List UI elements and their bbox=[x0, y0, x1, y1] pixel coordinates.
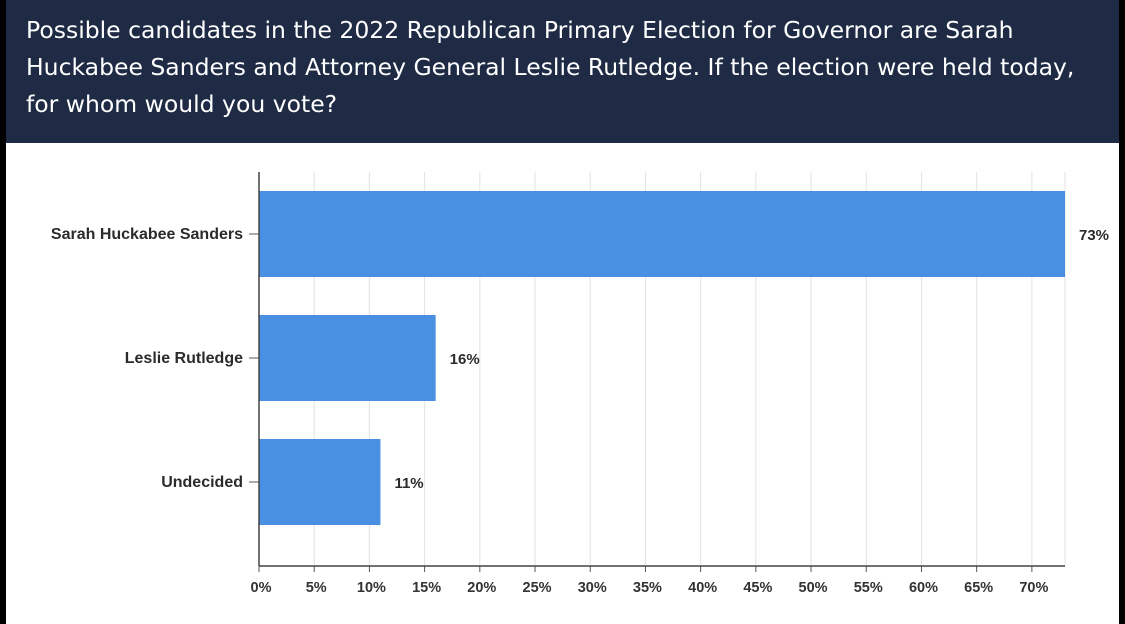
poll-card: Possible candidates in the 2022 Republic… bbox=[6, 0, 1119, 624]
category-label: Sarah Huckabee Sanders bbox=[51, 226, 243, 243]
x-tick-label: 40% bbox=[688, 580, 717, 596]
x-tick-label: 65% bbox=[964, 580, 993, 596]
x-tick-label: 50% bbox=[799, 580, 828, 596]
category-label: Undecided bbox=[161, 474, 243, 491]
bar-chart: 0% 5% 10% 15% 20% 25% 30% 35% 40% 45% 50% 55% 60% 65%… bbox=[51, 172, 1109, 596]
x-tick-label: 60% bbox=[909, 580, 938, 596]
axes bbox=[249, 172, 1065, 572]
bars bbox=[259, 191, 1065, 525]
x-tick-label: 10% bbox=[357, 580, 386, 596]
question-header: Possible candidates in the 2022 Republic… bbox=[6, 0, 1119, 143]
value-label: 73% bbox=[1079, 227, 1109, 244]
x-tick-label: 5% bbox=[306, 580, 327, 596]
x-tick-label: 35% bbox=[633, 580, 662, 596]
bar bbox=[259, 439, 381, 525]
question-text: Possible candidates in the 2022 Republic… bbox=[26, 16, 1075, 118]
bar bbox=[259, 191, 1065, 277]
x-tick-label: 45% bbox=[743, 580, 772, 596]
x-tick-label: 55% bbox=[854, 580, 883, 596]
labels: 0% 5% 10% 15% 20% 25% 30% 35% 40% 45% 50% 55% 60% 65%… bbox=[51, 226, 1109, 596]
category-label: Leslie Rutledge bbox=[125, 350, 243, 367]
x-tick-label: 70% bbox=[1019, 580, 1048, 596]
x-tick-label: 25% bbox=[523, 580, 552, 596]
x-tick-label: 30% bbox=[578, 580, 607, 596]
x-tick-label: 0% bbox=[251, 580, 272, 596]
bar bbox=[259, 315, 436, 401]
x-tick-label: 20% bbox=[467, 580, 496, 596]
x-tick-label: 15% bbox=[412, 580, 441, 596]
value-label: 16% bbox=[450, 351, 480, 368]
value-label: 11% bbox=[394, 475, 423, 492]
